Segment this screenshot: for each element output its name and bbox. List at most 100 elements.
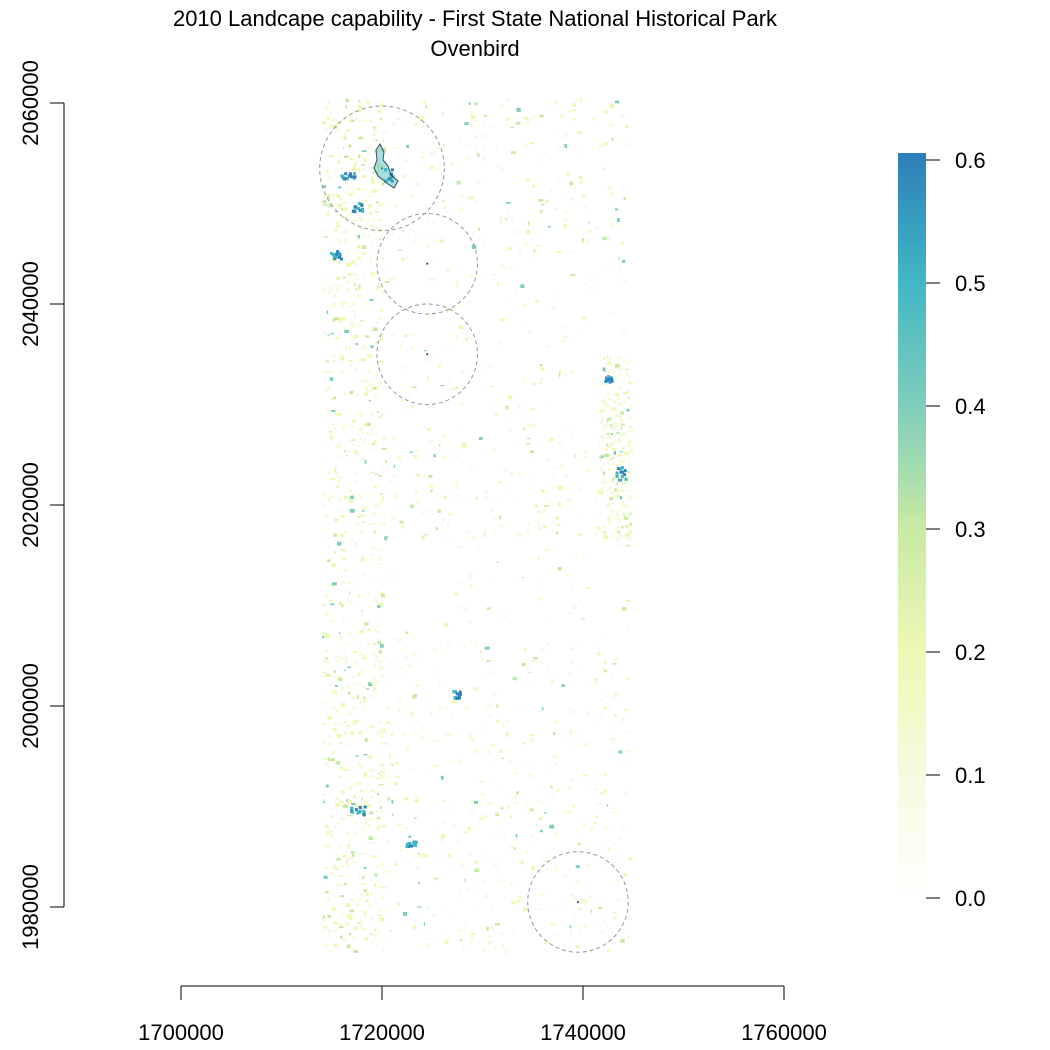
raster-cell <box>620 357 623 362</box>
raster-cell <box>348 450 351 455</box>
raster-cell <box>383 513 385 516</box>
raster-cell <box>508 395 513 400</box>
raster-cell <box>427 376 429 381</box>
raster-cell <box>443 145 446 148</box>
raster-cell <box>604 669 607 673</box>
raster-cell <box>371 677 377 680</box>
raster-cell <box>384 224 389 227</box>
raster-cell <box>509 760 512 763</box>
raster-cell <box>357 672 361 676</box>
raster-cell <box>431 914 436 917</box>
raster-cell <box>616 880 619 883</box>
raster-cell <box>343 119 345 122</box>
raster-cell <box>357 832 359 835</box>
raster-cell <box>351 209 355 213</box>
raster-cell <box>368 399 371 402</box>
raster-cell <box>325 422 328 424</box>
raster-cell <box>613 915 618 920</box>
raster-cell <box>580 846 582 848</box>
raster-cell <box>607 375 610 379</box>
raster-cell <box>356 695 359 699</box>
raster-cell <box>623 135 625 139</box>
raster-cell <box>623 791 627 794</box>
raster-cell <box>375 342 379 344</box>
raster-cell <box>578 842 581 846</box>
raster-cell <box>526 666 529 670</box>
raster-cell <box>363 685 366 689</box>
raster-cell <box>338 632 341 634</box>
raster-cell <box>359 358 361 362</box>
raster-cell <box>343 651 346 654</box>
raster-cell <box>322 723 324 726</box>
raster-cell <box>618 269 621 273</box>
raster-cell <box>345 590 348 593</box>
raster-cell <box>322 631 326 636</box>
raster-cell <box>427 905 431 909</box>
raster-cell <box>440 775 444 780</box>
raster-cell <box>614 208 618 211</box>
raster-cell <box>446 268 451 273</box>
raster-cell <box>509 814 513 818</box>
raster-cell <box>373 769 375 773</box>
raster-cell <box>611 223 614 227</box>
raster-cell <box>367 206 369 210</box>
raster-cell <box>356 207 360 210</box>
raster-cell <box>330 478 336 481</box>
raster-cell <box>333 284 338 287</box>
raster-cell <box>343 207 348 212</box>
raster-cell <box>611 202 615 204</box>
raster-cell <box>351 854 355 857</box>
raster-cell <box>599 792 604 795</box>
raster-cell <box>628 396 630 400</box>
raster-cell <box>484 646 490 650</box>
raster-cell <box>324 907 327 910</box>
raster-cell <box>337 112 339 115</box>
raster-cell <box>329 855 331 859</box>
raster-cell <box>329 192 335 197</box>
buffer-circle <box>376 303 478 405</box>
raster-cell <box>351 260 355 265</box>
raster-cell <box>614 440 616 443</box>
raster-cell <box>571 434 573 439</box>
raster-cell <box>369 818 372 821</box>
raster-cell <box>390 734 394 736</box>
raster-cell <box>330 157 334 159</box>
raster-cell <box>523 242 529 247</box>
raster-cell <box>598 144 604 148</box>
raster-cell <box>616 494 620 498</box>
raster-cell <box>615 474 619 478</box>
raster-cell <box>527 198 530 200</box>
raster-cell <box>345 861 347 865</box>
raster-cell <box>511 579 514 581</box>
raster-cell <box>490 908 494 911</box>
raster-cell <box>564 226 567 228</box>
raster-cell <box>492 528 495 533</box>
raster-cell <box>609 192 614 196</box>
raster-cell <box>605 371 610 373</box>
raster-cell <box>370 245 374 248</box>
raster-cell <box>359 897 361 902</box>
raster-cell <box>363 939 368 942</box>
raster-cell <box>538 583 544 585</box>
raster-cell <box>322 604 327 607</box>
raster-cell <box>343 423 347 426</box>
raster-cell <box>568 197 574 201</box>
raster-cell <box>373 129 379 132</box>
raster-cell <box>435 670 438 675</box>
raster-cell <box>378 475 382 477</box>
raster-cell <box>357 188 361 190</box>
raster-cell <box>557 495 559 497</box>
raster-cell <box>582 734 584 737</box>
raster-cell <box>505 407 508 409</box>
raster-cell <box>332 422 336 426</box>
raster-cell <box>624 124 629 128</box>
raster-cell <box>341 548 346 552</box>
raster-cell <box>334 675 337 679</box>
raster-cell <box>536 800 541 803</box>
raster-cell <box>600 420 604 423</box>
raster-cell <box>606 443 609 446</box>
raster-cell <box>423 922 425 927</box>
raster-cell <box>364 866 367 869</box>
raster-cell <box>332 909 336 911</box>
raster-cell <box>455 280 459 284</box>
